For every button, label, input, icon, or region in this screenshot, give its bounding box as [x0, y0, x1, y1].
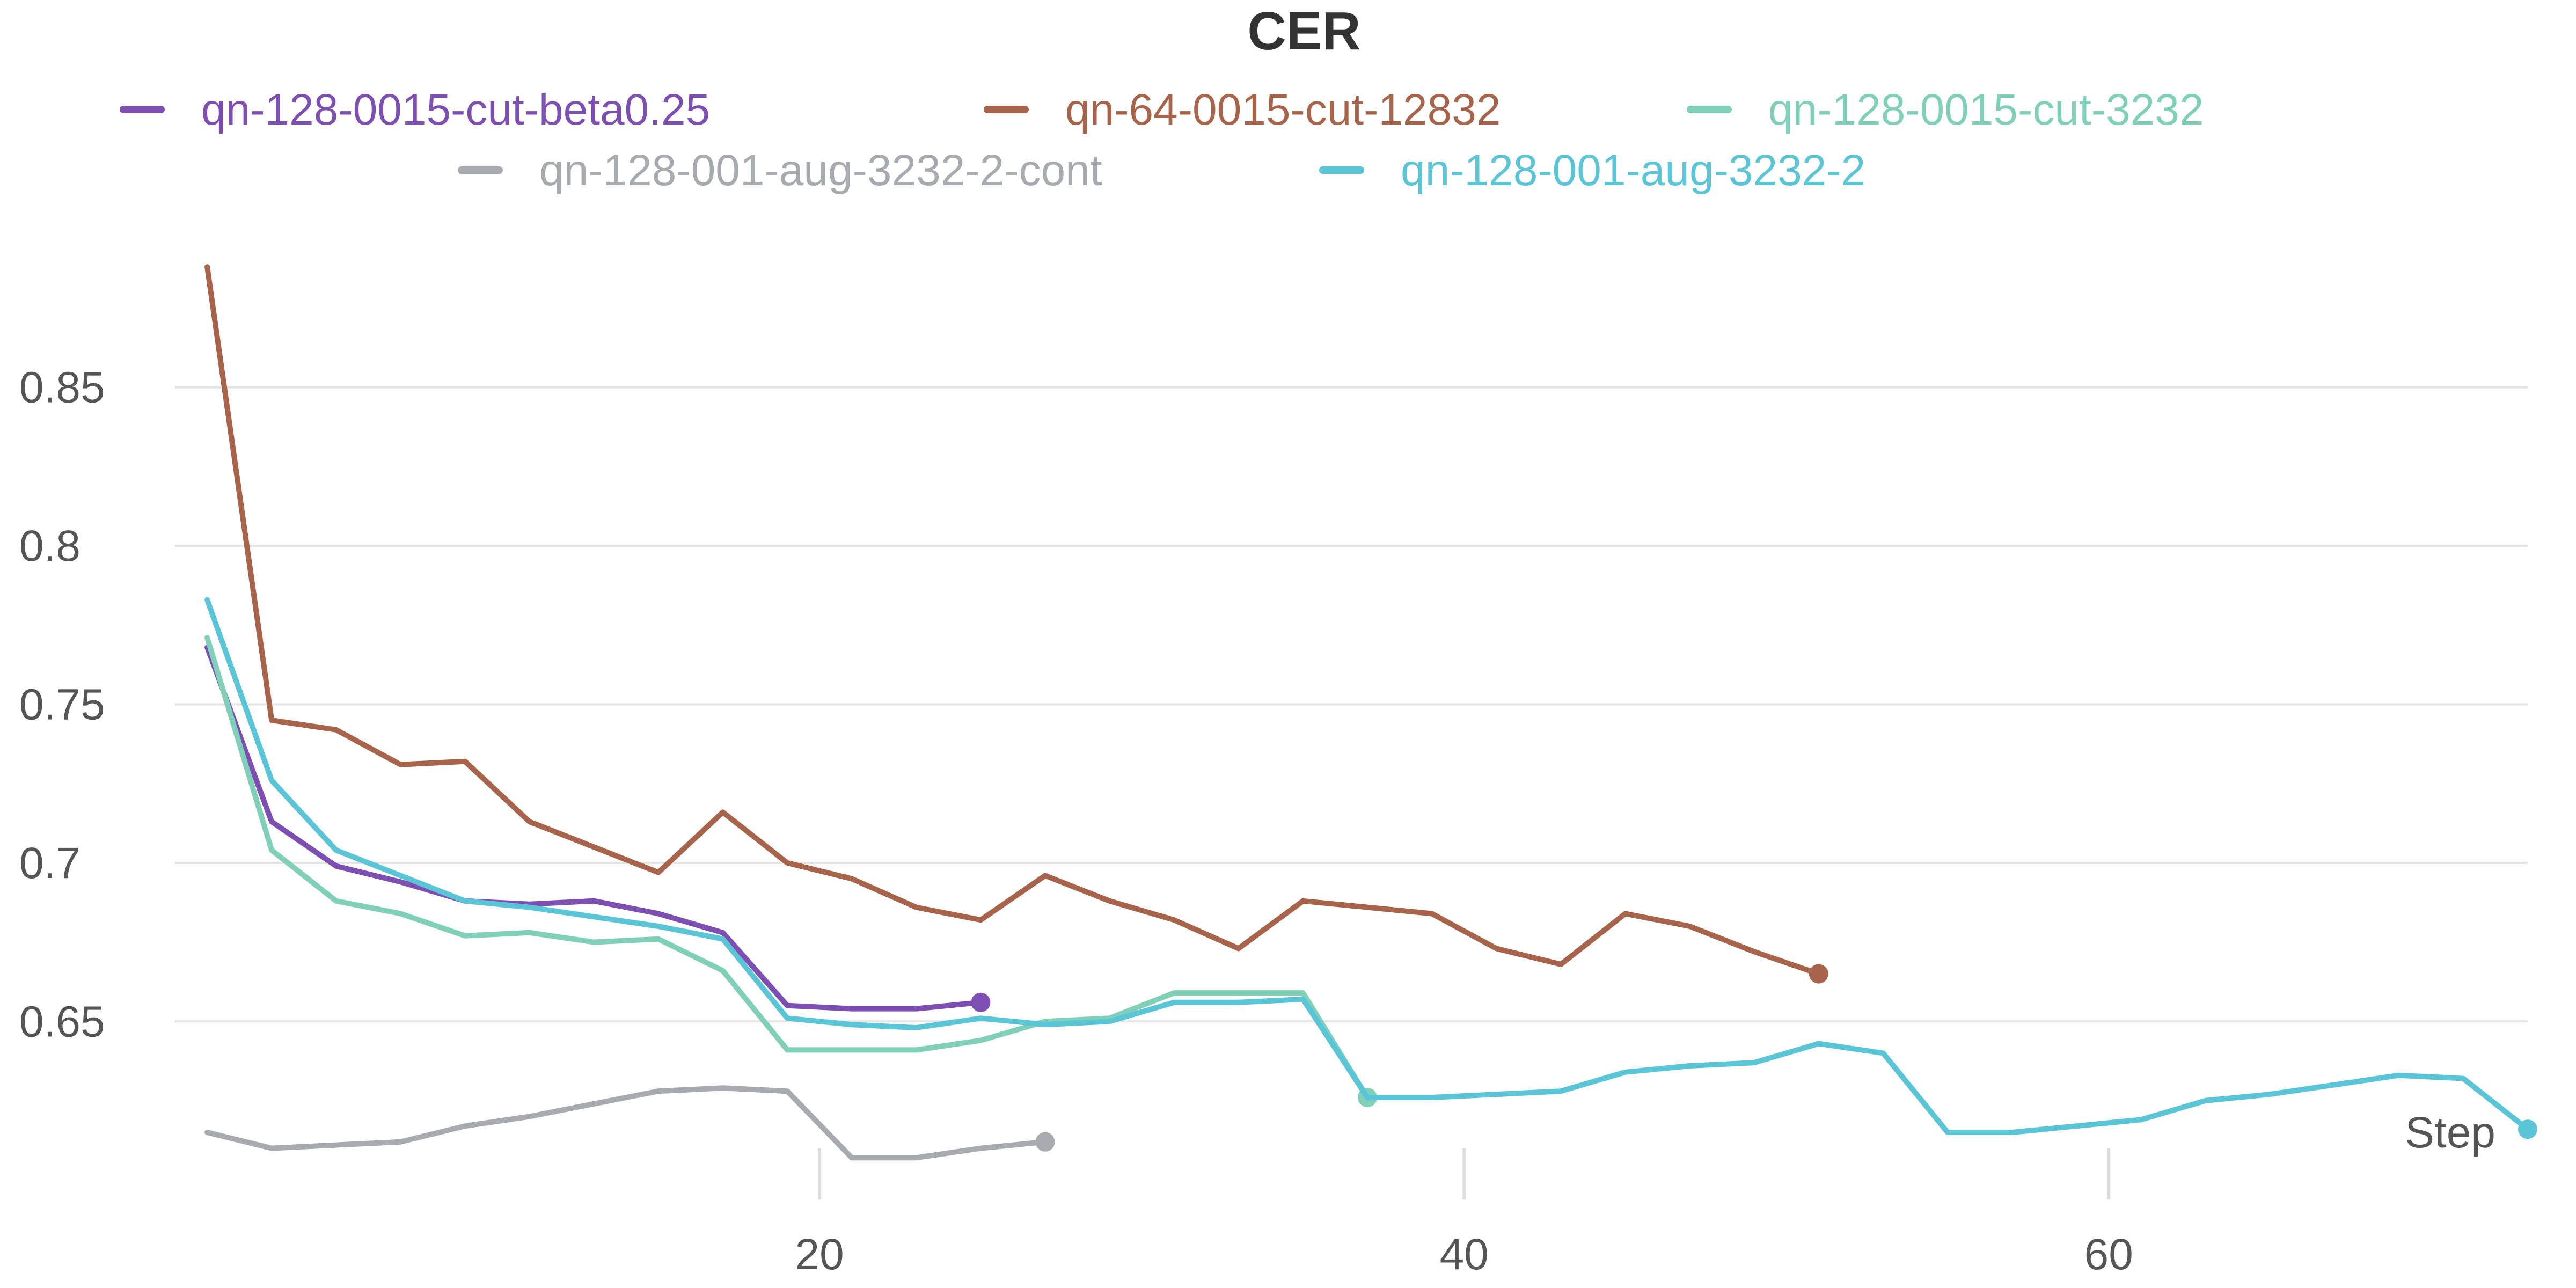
y-tick-label: 0.85: [19, 363, 105, 412]
chart-title: CER: [1247, 1, 1360, 61]
legend-item[interactable]: qn-64-0015-cut-12832: [984, 85, 1501, 134]
legend-label: qn-128-0015-cut-3232: [1768, 85, 2204, 134]
legend-label: qn-128-0015-cut-beta0.25: [201, 85, 710, 134]
y-tick-label: 0.75: [19, 680, 105, 729]
y-tick-label: 0.8: [19, 522, 80, 570]
legend-label: qn-64-0015-cut-12832: [1065, 85, 1501, 134]
series-end-point-2: [1809, 964, 1828, 984]
axis-ticks: 0.65 0.7 0.75 0.8 0.85 20 40 60: [19, 363, 2133, 1279]
series-line-3: [204, 635, 1370, 1100]
legend-item[interactable]: qn-128-0015-cut-3232: [1687, 85, 2204, 134]
series-end-point-4: [1035, 1132, 1055, 1152]
legend: qn-128-0015-cut-beta0.25 qn-64-0015-cut-1…: [120, 85, 2204, 195]
x-tick-label: 60: [2084, 1230, 2133, 1279]
legend-label: qn-128-001-aug-3232-2-cont: [539, 146, 1102, 195]
series-line-2: [204, 264, 1821, 977]
series-line-5: [204, 597, 2530, 1135]
series-end-point-5: [2518, 1119, 2537, 1139]
grid: [175, 386, 2528, 1199]
series-layer: [204, 264, 2537, 1161]
legend-item[interactable]: qn-128-001-aug-3232-2-cont: [458, 146, 1102, 195]
legend-item[interactable]: qn-128-001-aug-3232-2: [1319, 146, 1865, 195]
series-line-1: [204, 645, 984, 1012]
x-axis-label: Step: [2405, 1108, 2496, 1157]
x-tick-label: 20: [795, 1230, 844, 1279]
legend-item[interactable]: qn-128-0015-cut-beta0.25: [120, 85, 710, 134]
series-end-point-1: [971, 992, 991, 1012]
series-line-4: [204, 1085, 1048, 1161]
legend-label: qn-128-001-aug-3232-2: [1401, 146, 1865, 195]
y-tick-label: 0.7: [19, 839, 80, 888]
y-tick-label: 0.65: [19, 997, 105, 1046]
x-tick-label: 40: [1440, 1230, 1489, 1279]
